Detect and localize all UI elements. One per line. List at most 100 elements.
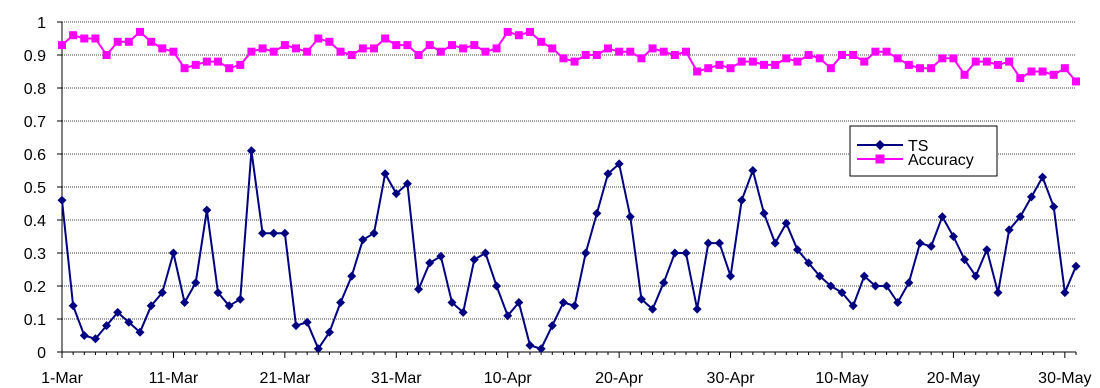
data-point-accuracy [960,70,969,79]
data-point-accuracy [860,57,869,66]
data-point-accuracy [202,57,211,66]
data-point-ts [859,271,869,281]
data-point-ts [402,179,412,189]
data-point-accuracy [782,54,791,63]
data-point-ts [269,228,279,238]
data-point-accuracy [804,51,813,59]
data-point-accuracy [69,31,78,40]
data-point-ts [258,228,268,238]
y-tick-label: 0.2 [24,279,46,296]
data-point-ts [391,189,401,199]
data-point-accuracy [269,47,278,56]
data-point-accuracy [481,47,490,56]
data-point-ts [79,331,89,340]
data-point-accuracy [737,57,746,66]
data-point-accuracy [615,47,624,56]
data-point-ts [614,159,624,169]
legend-ts-marker [875,140,885,150]
y-tick-label: 0.9 [24,48,46,65]
y-tick-label: 0.1 [24,312,46,329]
data-point-accuracy [526,27,534,36]
data-point-ts [525,340,535,350]
data-point-ts [1015,212,1025,222]
data-point-ts [804,258,814,268]
data-point-ts [659,278,669,288]
data-point-accuracy [1016,74,1025,83]
data-point-accuracy [58,41,66,50]
data-point-accuracy [581,51,590,59]
data-point-accuracy [102,51,111,59]
data-point-ts [191,278,201,288]
data-point-accuracy [448,41,456,50]
data-point-accuracy [748,57,757,66]
data-point-ts [737,195,747,205]
data-point-accuracy [882,47,891,56]
data-point-ts [324,327,334,337]
data-point-ts [135,327,145,337]
data-point-accuracy [147,37,156,46]
data-point-accuracy [771,60,780,69]
x-tick-label: 10-Apr [484,370,533,387]
data-point-accuracy [927,64,936,73]
legend-accuracy-marker [875,154,885,164]
data-point-ts [436,251,446,261]
data-point-ts [759,208,769,218]
y-tick-label: 0.6 [24,147,46,164]
data-point-ts [592,208,602,218]
data-point-accuracy [1060,64,1069,73]
x-tick-label: 21-Mar [260,370,311,387]
data-point-ts [904,278,914,288]
gridlines [62,21,1076,320]
y-tick-label: 0.4 [24,213,46,230]
data-point-ts [347,271,357,281]
data-point-accuracy [370,44,378,53]
data-point-ts [815,271,825,281]
x-tick-label: 20-May [927,370,980,387]
data-point-accuracy [347,51,356,59]
data-point-ts [235,294,245,304]
data-point-accuracy [648,44,657,53]
data-point-ts [837,288,847,298]
data-point-accuracy [793,57,802,66]
data-point-ts [1071,261,1081,271]
data-point-ts [336,298,346,307]
data-point-ts [792,245,802,255]
data-point-ts [113,307,123,317]
data-point-accuracy [381,34,390,43]
data-point-accuracy [938,54,947,63]
data-point-accuracy [637,54,646,63]
data-point-ts [547,321,557,331]
x-tick-label: 30-May [1038,370,1091,387]
series-layer [57,27,1081,354]
data-point-accuracy [537,37,546,46]
data-point-ts [726,271,736,281]
x-tick-label: 30-Apr [707,370,756,387]
data-point-ts [514,298,524,307]
data-point-accuracy [80,34,89,43]
data-point-accuracy [949,54,958,63]
y-tick-label: 0.3 [24,246,46,263]
data-point-ts [882,281,892,291]
data-point-ts [648,304,658,314]
data-point-ts [291,321,301,331]
data-point-accuracy [180,64,189,73]
data-point-accuracy [570,57,579,66]
data-point-ts [748,166,758,175]
data-point-accuracy [325,37,334,46]
data-point-ts [447,298,457,307]
axes: 00.10.20.30.40.50.60.70.80.911-Mar 11-Mar… [24,15,1092,387]
data-point-ts [993,288,1003,298]
data-point-accuracy [303,47,312,56]
data-point-accuracy [704,64,713,73]
data-point-ts [302,317,312,327]
data-point-accuracy [849,51,858,59]
data-point-accuracy [1072,77,1080,86]
data-point-ts [681,248,691,258]
data-point-accuracy [459,44,468,53]
data-point-ts [124,317,134,327]
data-point-accuracy [414,51,423,59]
data-point-accuracy [158,44,167,53]
data-point-accuracy [559,54,568,63]
data-point-ts [1004,225,1014,235]
